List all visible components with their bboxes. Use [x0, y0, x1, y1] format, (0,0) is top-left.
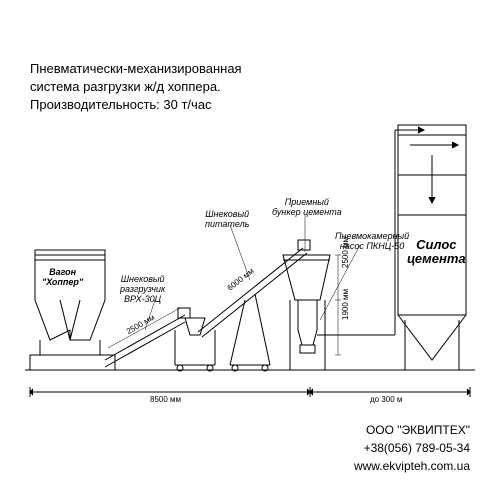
dim-span2: до 300 м — [370, 395, 402, 404]
footer-company: ООО "ЭКВИПТЕХ" — [354, 421, 470, 439]
dim-height2: 1900 мм — [341, 289, 350, 320]
label-hopper-wagon: Вагон "Хоппер" — [42, 268, 83, 288]
label-screw-feeder: Шнековый питатель — [205, 210, 249, 230]
label-cement-silo: Силос цемента — [407, 238, 466, 267]
footer-phone: +38(056) 789-05-34 — [354, 439, 470, 457]
label-screw-unloader: Шнековый разгрузчик ВРХ-30Ц — [120, 275, 165, 305]
footer-url: www.ekvipteh.com.ua — [354, 457, 470, 475]
footer-block: ООО "ЭКВИПТЕХ" +38(056) 789-05-34 www.ek… — [354, 421, 470, 475]
dim-height1: 2500 мм — [341, 237, 350, 268]
label-receiving-bunker: Приемный бункер цемента — [272, 198, 342, 218]
dim-span1: 8500 мм — [150, 395, 181, 404]
